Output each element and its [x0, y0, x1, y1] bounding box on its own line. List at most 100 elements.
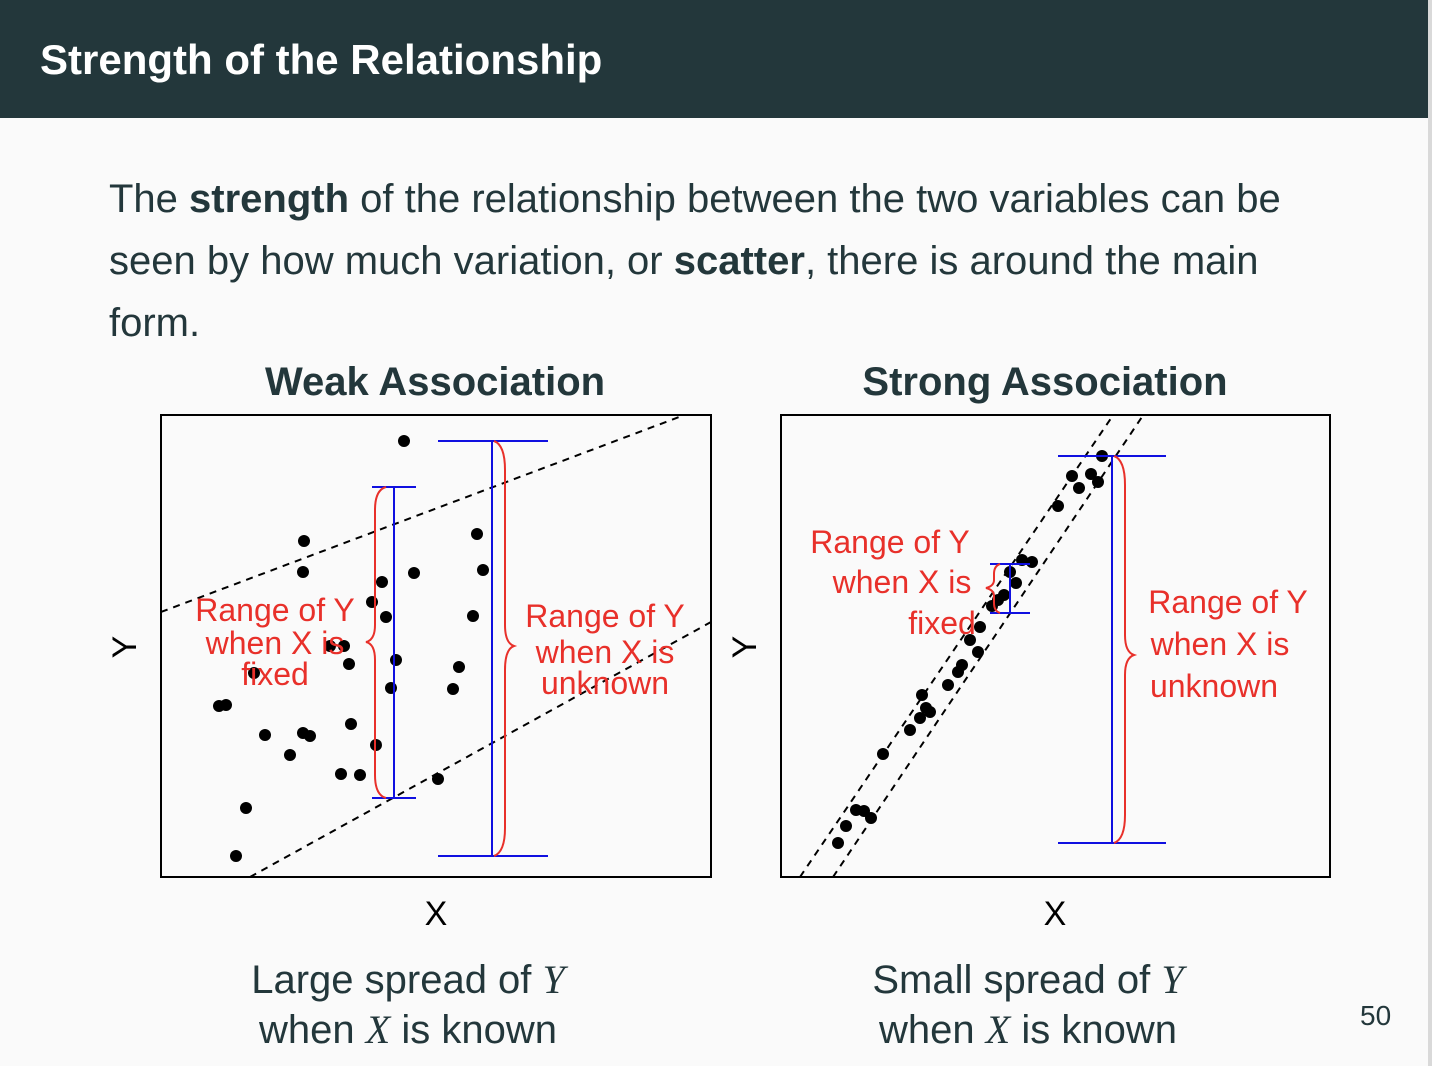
weak-point-30 — [240, 802, 252, 814]
weak-unknown-range-brace — [493, 440, 518, 857]
strong-point-8 — [1026, 556, 1038, 568]
strong-fixed-label-line2: when X is — [832, 564, 972, 600]
weak-point-9 — [380, 611, 392, 623]
weak-caption-line2-pre: when — [259, 1008, 366, 1052]
strong-unknown-range-bar — [1058, 455, 1166, 844]
weak-plot-frame — [160, 414, 712, 878]
strong-point-6 — [1052, 500, 1064, 512]
strong-x-axis-label: X — [1044, 895, 1067, 933]
weak-point-6 — [408, 567, 420, 579]
weak-lower-bound-line — [249, 621, 711, 877]
strong-point-15 — [964, 634, 976, 646]
strong-point-23 — [914, 712, 926, 724]
intro-bold-scatter: scatter — [673, 239, 805, 283]
strong-scatter-points — [832, 450, 1108, 849]
strong-fixed-label-line3: fixed — [908, 605, 976, 641]
slide-edge — [1428, 0, 1432, 1066]
weak-point-8 — [366, 596, 378, 608]
strong-point-2 — [1066, 470, 1078, 482]
weak-point-28 — [354, 769, 366, 781]
strong-panel-title: Strong Association — [862, 360, 1228, 404]
weak-caption-line1: Large spread of Y — [208, 955, 608, 1005]
page-number: 50 — [1360, 1000, 1392, 1031]
strong-point-30 — [832, 837, 844, 849]
intro-text-1: The — [109, 177, 190, 221]
strong-caption: Small spread of Y when X is known — [828, 955, 1228, 1055]
weak-point-29 — [432, 773, 444, 785]
weak-point-15 — [343, 658, 355, 670]
strong-point-20 — [916, 689, 928, 701]
weak-fixed-range-brace — [365, 486, 387, 799]
weak-caption: Large spread of Y when X is known — [208, 955, 608, 1055]
weak-point-12 — [338, 640, 350, 652]
weak-unknown-label-line2: when X is — [535, 634, 675, 670]
weak-point-24 — [304, 730, 316, 742]
weak-point-18 — [248, 667, 260, 679]
strong-association-plot: Range of Y when X is fixed Range of Y wh… — [726, 414, 1331, 933]
slide-header: Strength of the Relationship — [0, 0, 1428, 118]
strong-caption-line1-text: Small spread of — [872, 958, 1162, 1002]
strong-point-18 — [952, 666, 964, 678]
weak-y-axis-label: Y — [106, 636, 144, 659]
weak-upper-bound-line — [161, 415, 688, 613]
strong-caption-line2-pre: when — [879, 1008, 986, 1052]
weak-point-5 — [477, 564, 489, 576]
weak-point-2 — [298, 535, 310, 547]
strong-y-axis-label: Y — [726, 636, 764, 659]
weak-point-11 — [324, 640, 336, 652]
strong-point-25 — [877, 748, 889, 760]
weak-point-1 — [398, 435, 410, 447]
weak-fixed-label-line2: when X is — [205, 625, 345, 661]
strong-point-16 — [972, 646, 984, 658]
strong-upper-bound-line — [799, 415, 1115, 877]
weak-point-31 — [230, 850, 242, 862]
strong-plot-frame — [780, 414, 1331, 878]
strong-point-4 — [1073, 482, 1085, 494]
weak-point-21 — [345, 718, 357, 730]
slide-title: Strength of the Relationship — [40, 36, 603, 83]
strong-caption-var-x: X — [985, 1007, 1011, 1052]
strong-unknown-label-line2: when X is — [1150, 626, 1290, 662]
strong-unknown-range-brace — [1113, 455, 1138, 844]
strong-point-5 — [1092, 476, 1104, 488]
strong-fixed-range-brace — [985, 563, 1001, 614]
weak-point-10 — [467, 610, 479, 622]
weak-fixed-range-bar — [372, 486, 416, 799]
weak-panel-title: Weak Association — [264, 360, 606, 404]
strong-unknown-label-line3: unknown — [1150, 668, 1278, 704]
strong-point-22 — [924, 706, 936, 718]
weak-caption-line2-post: is known — [390, 1008, 557, 1052]
weak-scatter-points — [213, 435, 489, 862]
strong-caption-line2-post: is known — [1010, 1008, 1177, 1052]
strong-point-10 — [1010, 577, 1022, 589]
strong-unknown-label-line1: Range of Y — [1148, 584, 1308, 620]
strong-caption-line1: Small spread of Y — [828, 955, 1228, 1005]
intro-paragraph: The strength of the relationship between… — [109, 168, 1339, 354]
weak-point-27 — [335, 768, 347, 780]
weak-caption-var-x: X — [365, 1007, 391, 1052]
weak-point-7 — [376, 576, 388, 588]
weak-unknown-label-line1: Range of Y — [525, 598, 685, 634]
strong-fixed-label-line1: Range of Y — [810, 524, 970, 560]
strong-point-3 — [1085, 468, 1097, 480]
weak-point-26 — [284, 749, 296, 761]
weak-x-axis-label: X — [425, 895, 448, 933]
intro-text-2: of the relationship between the two vari… — [109, 177, 1281, 283]
strong-point-24 — [904, 724, 916, 736]
weak-point-13 — [390, 654, 402, 666]
strong-point-28 — [865, 812, 877, 824]
weak-point-20 — [220, 699, 232, 711]
weak-point-14 — [453, 661, 465, 673]
strong-point-14 — [974, 621, 986, 633]
strong-caption-line2: when X is known — [828, 1005, 1228, 1055]
strong-fixed-range-bar — [990, 563, 1030, 614]
strong-lower-bound-line — [832, 415, 1145, 877]
weak-point-17 — [385, 682, 397, 694]
weak-fixed-label-line1: Range of Y — [195, 592, 355, 628]
strong-point-29 — [840, 820, 852, 832]
weak-fixed-label-line3: fixed — [241, 656, 309, 692]
weak-unknown-label-line3: unknown — [541, 665, 669, 701]
weak-point-22 — [259, 729, 271, 741]
weak-unknown-range-bar — [438, 440, 548, 857]
weak-point-3 — [471, 528, 483, 540]
